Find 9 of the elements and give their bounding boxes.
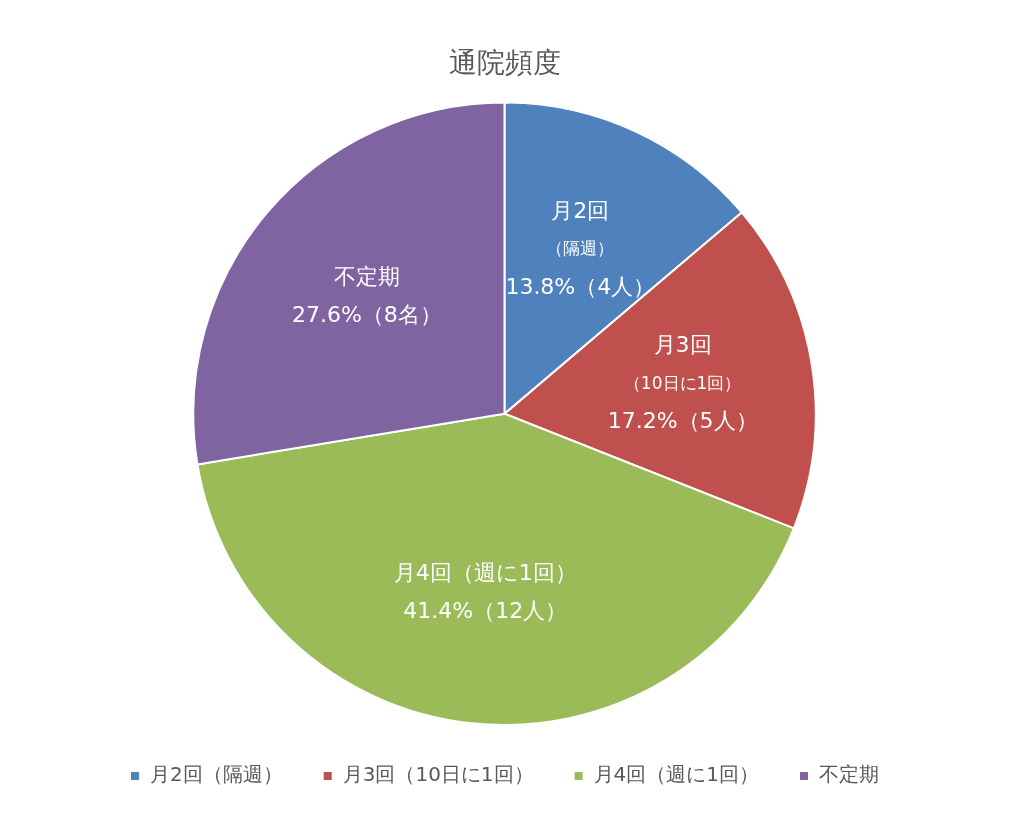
data-label: 月3回（10日に1回） 17.2%（5人） [607,332,758,434]
legend-label: 不定期 [819,762,880,787]
legend-label: 月4回（週に1回） [593,762,760,787]
data-label: 月2回（隔週） 13.8%（4人） [505,197,656,299]
data-label: 不定期 27.6%（8名） [291,263,442,327]
chart-title: 通院頻度 [448,46,561,80]
legend-label: 月2回（隔週） [149,762,283,787]
legend-label: 月3回（10日に1回） [342,762,534,787]
data-label: 月4回（週に1回） 41.4%（12人） [393,559,577,623]
